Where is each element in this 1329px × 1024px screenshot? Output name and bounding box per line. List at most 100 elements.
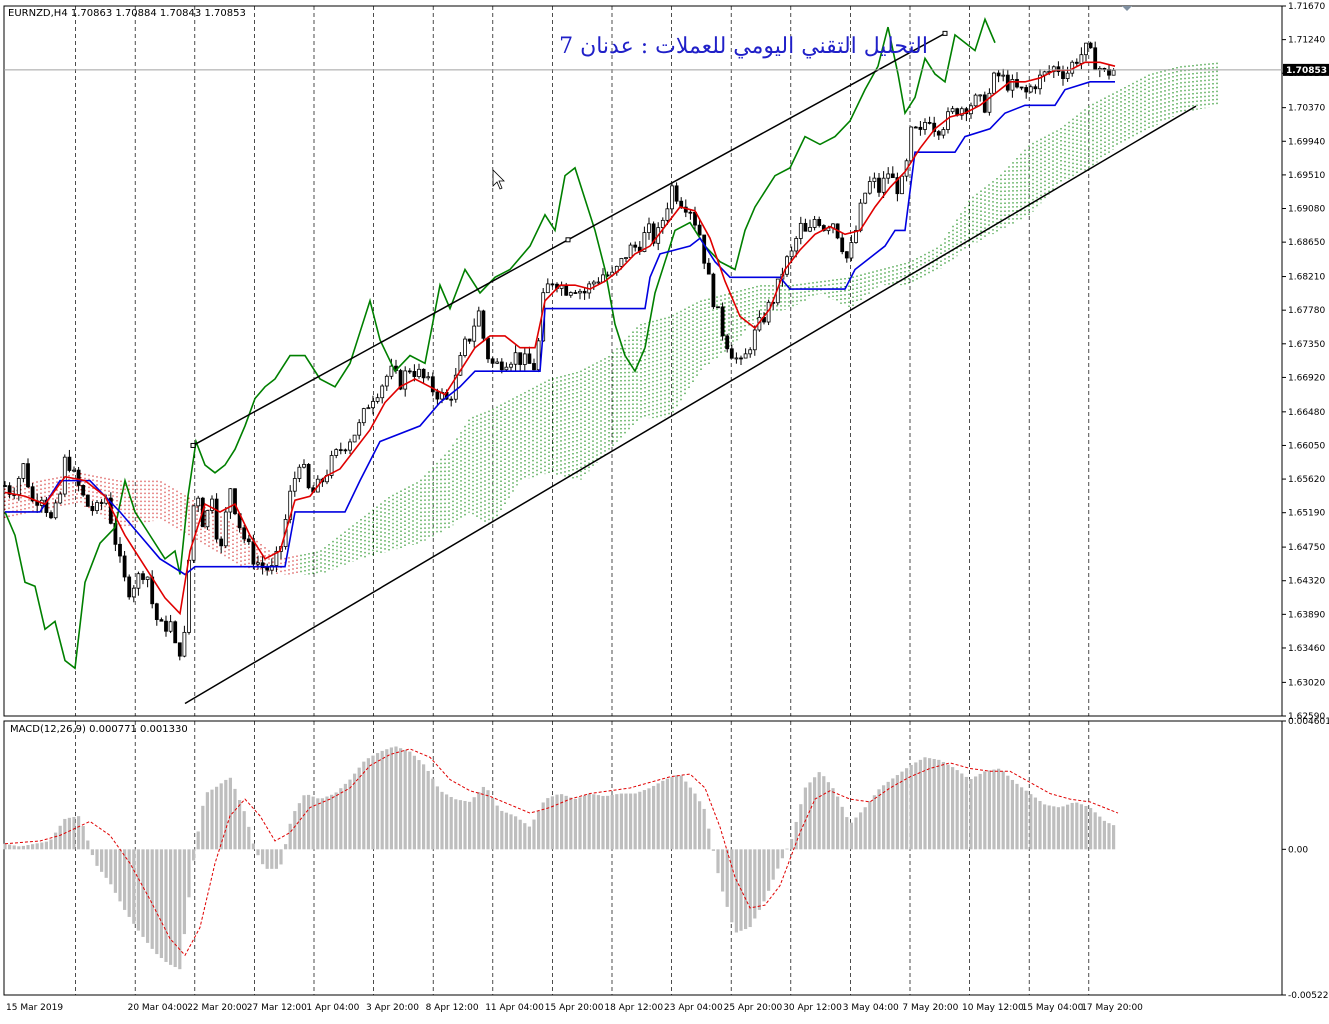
time-tick-label: 15 May 04:00 xyxy=(1022,1003,1084,1013)
macd-histogram xyxy=(3,746,1119,970)
candle-body xyxy=(495,361,500,364)
macd-bar xyxy=(684,781,688,850)
candle-body xyxy=(260,562,265,568)
macd-bar xyxy=(863,807,867,850)
ichimoku-lines xyxy=(4,17,1116,670)
candle-body xyxy=(421,368,426,379)
macd-bar xyxy=(265,849,269,869)
candle-body xyxy=(380,385,385,399)
candle-body xyxy=(900,175,904,195)
macd-bar xyxy=(343,783,347,850)
macd-bar xyxy=(514,816,518,850)
macd-bar xyxy=(1001,771,1005,850)
macd-pane[interactable] xyxy=(3,720,1283,996)
macd-bar xyxy=(261,849,265,865)
candle-body xyxy=(173,621,178,644)
candle-body xyxy=(1024,87,1029,93)
candle-body xyxy=(1088,42,1093,49)
macd-signal-line xyxy=(4,748,1119,957)
macd-bar xyxy=(1079,804,1083,850)
time-tick-label: 10 May 12:00 xyxy=(962,1003,1024,1013)
candle-body xyxy=(867,181,872,194)
ascending-channel[interactable] xyxy=(184,30,1197,705)
candle-body xyxy=(1111,69,1116,76)
candle-body xyxy=(840,237,845,253)
macd-bar xyxy=(509,814,513,850)
time-tick-label: 25 Apr 20:00 xyxy=(724,1003,783,1013)
macd-bar xyxy=(716,849,720,874)
macd-bar xyxy=(132,849,136,924)
macd-bar xyxy=(647,788,651,850)
macd-bar xyxy=(859,812,863,850)
candle-body xyxy=(752,329,757,351)
time-tick-label: 23 Apr 04:00 xyxy=(664,1003,723,1013)
candle-body xyxy=(711,273,716,308)
candle-body xyxy=(334,449,339,456)
price-pane[interactable] xyxy=(3,5,1283,717)
price-axis[interactable]: 1.716701.712401.708101.703701.699401.695… xyxy=(1282,2,1329,1001)
macd-bar xyxy=(481,786,485,850)
time-axis[interactable]: 15 Mar 2019 20 Mar 04:00 22 Mar 20:00 27 Ma… xyxy=(6,1003,1143,1013)
candle-body xyxy=(651,223,656,244)
macd-bar xyxy=(1093,812,1097,850)
price-tick-label: 1.71240 xyxy=(1288,36,1325,46)
macd-bar xyxy=(477,792,481,850)
macd-bar xyxy=(224,779,228,850)
candle-body xyxy=(256,562,260,565)
macd-bar xyxy=(1015,783,1019,850)
candle-body xyxy=(338,449,343,452)
macd-bar xyxy=(31,844,35,850)
candle-body xyxy=(196,497,201,507)
macd-bar xyxy=(1066,804,1070,850)
macd-bar xyxy=(219,783,223,850)
macd-bar xyxy=(1056,807,1060,850)
candle-body xyxy=(628,244,633,258)
candle-body xyxy=(343,449,348,452)
arabic-annotation: التحليل التقني اليومي للعملات : عدنان 7 xyxy=(559,34,928,59)
candle-body xyxy=(1001,74,1006,77)
macd-bar xyxy=(546,798,550,850)
macd-bar xyxy=(1038,800,1042,850)
candle-body xyxy=(527,353,532,364)
macd-bar xyxy=(288,823,292,850)
candle-body xyxy=(895,177,900,195)
price-tick-label: 1.63460 xyxy=(1288,644,1325,654)
candle-body xyxy=(352,434,357,443)
candle-body xyxy=(660,219,665,229)
current-price-label: 1.70853 xyxy=(1286,66,1327,76)
price-tick-label: 1.67350 xyxy=(1288,340,1325,350)
price-tick-label: 1.63020 xyxy=(1288,678,1325,688)
candle-body xyxy=(1033,86,1038,90)
macd-bar xyxy=(210,789,214,850)
candle-body xyxy=(591,281,596,285)
mouse-cursor-icon xyxy=(492,169,505,190)
macd-bar xyxy=(251,843,255,850)
macd-bar xyxy=(435,786,439,850)
candle-body xyxy=(992,72,996,94)
macd-bar xyxy=(169,849,173,965)
scroll-marker-icon[interactable] xyxy=(1122,6,1132,11)
macd-bar xyxy=(730,849,734,923)
candle-body xyxy=(1093,47,1098,71)
macd-bar xyxy=(307,794,311,850)
macd-bar xyxy=(1024,790,1028,850)
macd-bar xyxy=(951,767,955,850)
macd-bar xyxy=(81,825,85,850)
candle-body xyxy=(513,352,518,365)
macd-bar xyxy=(748,849,752,928)
macd-bar xyxy=(54,832,58,850)
macd-bar xyxy=(555,794,559,850)
candle-body xyxy=(798,222,803,239)
macd-bar xyxy=(1084,806,1088,850)
macd-bar xyxy=(58,825,62,850)
macd-bar xyxy=(661,780,665,850)
macd-bar xyxy=(785,848,789,850)
macd-bar xyxy=(891,778,895,850)
macd-bar xyxy=(831,788,835,850)
macd-bar xyxy=(895,775,899,850)
candle-body xyxy=(1028,86,1033,93)
macd-bar xyxy=(449,797,453,850)
macd-bar xyxy=(813,777,817,850)
candle-body xyxy=(982,94,987,113)
